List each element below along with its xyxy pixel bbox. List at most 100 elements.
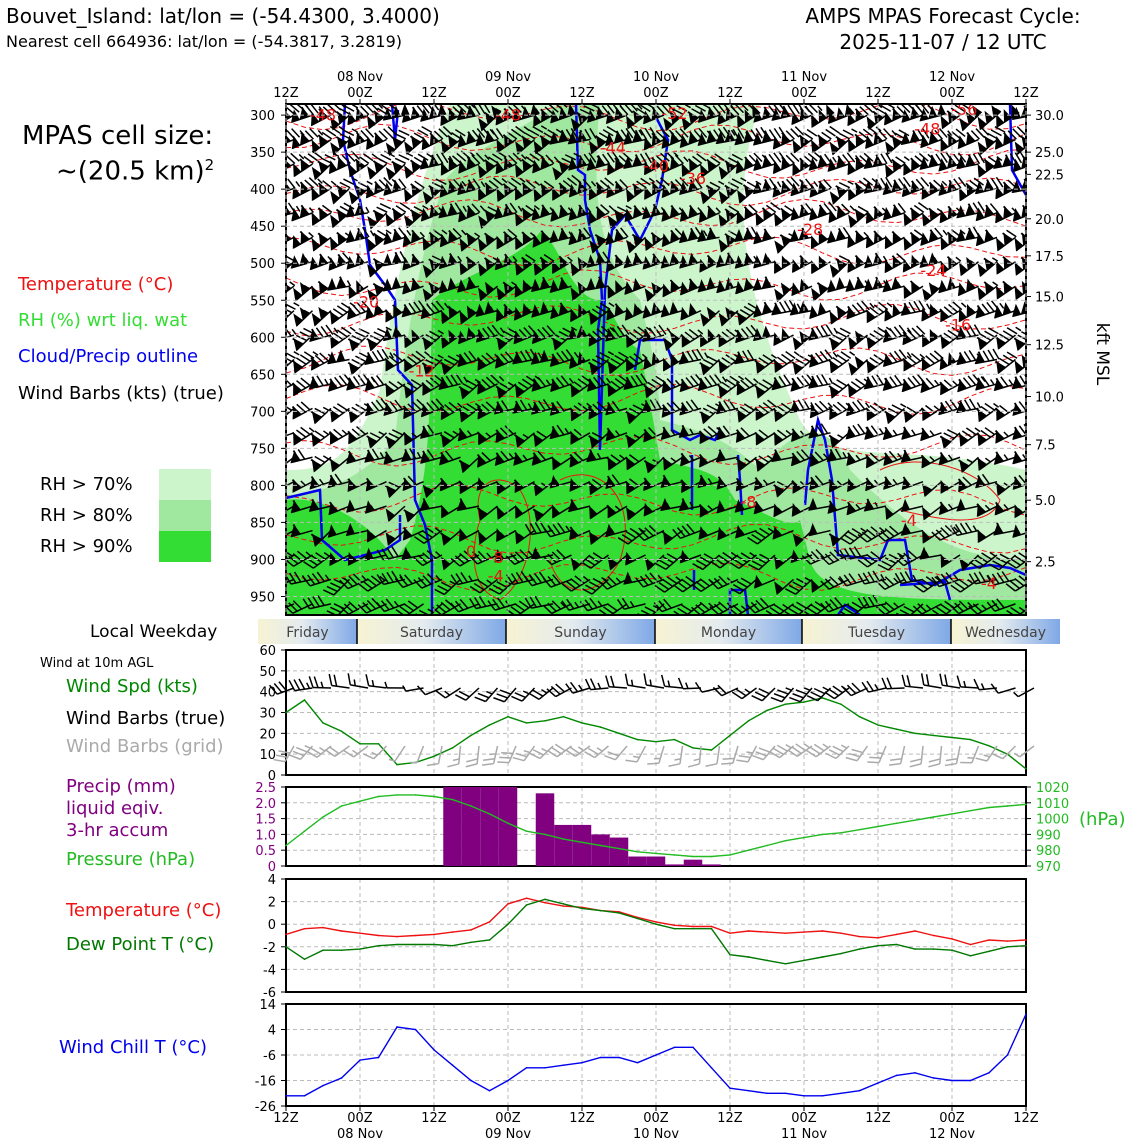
upper-air-wind-barb [328, 252, 351, 271]
barb-pennant [811, 114, 820, 128]
barb-full [512, 152, 522, 162]
barb-pennant [885, 164, 894, 178]
barb-full [698, 128, 708, 138]
upper-air-wind-barb [882, 202, 907, 221]
barb-full [317, 182, 329, 192]
barb-half [854, 154, 861, 161]
barb-pennant [348, 163, 358, 178]
barb-pennant [772, 160, 782, 174]
barb-pennant [818, 109, 828, 124]
barb-half [933, 405, 940, 411]
barb-half [952, 380, 958, 386]
barb-full [628, 104, 638, 112]
barb-full [790, 152, 800, 163]
barb-pennant [558, 106, 568, 121]
wind-barbs-grid-title: Wind Barbs (grid) [66, 736, 224, 757]
upper-air-wind-barb [532, 154, 560, 174]
barb-pennant [663, 117, 673, 131]
barb-pennant [753, 109, 763, 123]
barb-pennant [920, 134, 930, 149]
upper-air-wind-barb [993, 451, 1016, 465]
barb-full [358, 156, 370, 165]
barb-full [540, 108, 551, 118]
barb-pennant [827, 158, 837, 172]
barb-half [828, 377, 834, 384]
upper-air-wind-barb [441, 128, 466, 154]
cell-size-label: MPAS cell size: [22, 121, 214, 151]
barb-full [964, 399, 972, 411]
upper-air-wind-barb [772, 126, 805, 150]
barb-half [324, 378, 329, 385]
upper-air-wind-barb [885, 129, 910, 155]
barb-full [973, 324, 982, 336]
barb-pennant [441, 140, 451, 154]
barb-pennant [404, 165, 414, 179]
barb-pennant [365, 184, 375, 199]
barb-full [383, 128, 393, 138]
upper-air-wind-barb [901, 426, 924, 440]
upper-air-wind-barb [327, 276, 352, 291]
barb-half [637, 104, 643, 110]
upper-air-wind-barb [829, 305, 850, 325]
barb-pennant [478, 164, 488, 179]
barb-half [991, 257, 999, 262]
barb-full [661, 104, 671, 114]
barb-full [880, 153, 888, 165]
legend-rh: RH (%) wrt liq. wat [18, 310, 188, 331]
barb-full [597, 155, 606, 166]
barb-full [885, 152, 893, 164]
barb-half [683, 156, 689, 163]
barb-full [589, 127, 597, 139]
temp-contour-solid [879, 461, 1001, 521]
barb-full [343, 178, 355, 185]
upper-air-wind-barb [994, 302, 1016, 319]
barb-full [601, 153, 611, 165]
barb-full [698, 104, 710, 109]
barb-pennant [811, 287, 821, 302]
barb-full [687, 158, 699, 167]
barb-full [491, 129, 500, 140]
barb-half [900, 403, 907, 408]
barb-full [411, 106, 421, 117]
barb-full [625, 127, 634, 139]
barb-half [520, 154, 527, 160]
barb-staff [286, 187, 295, 196]
barb-full [524, 132, 536, 140]
barb-half [480, 181, 486, 188]
barb-full [467, 131, 476, 142]
legend-temperature: Temperature (°C) [18, 274, 174, 295]
cloud-outline-segment [286, 488, 402, 562]
upper-air-wind-barb [456, 104, 491, 121]
barb-full [651, 132, 661, 142]
barb-half [553, 156, 560, 163]
barb-full [327, 104, 337, 113]
barb-full [588, 152, 597, 163]
barb-pennant [270, 504, 282, 517]
upper-air-wind-barb [848, 355, 869, 376]
barb-full [854, 108, 865, 118]
barb-full [825, 128, 836, 137]
upper-air-wind-barb [938, 152, 967, 172]
upper-air-wind-barb [478, 150, 507, 179]
barb-full [472, 178, 481, 189]
barb-full [644, 127, 653, 139]
barb-half [1003, 454, 1009, 461]
barb-half [833, 327, 838, 334]
upper-air-wind-barb [293, 150, 323, 178]
barb-full [798, 134, 810, 143]
barb-pennant [496, 188, 506, 202]
barb-full [440, 152, 449, 164]
barb-half [366, 180, 373, 185]
upper-air-wind-barb [439, 178, 467, 198]
barb-full [355, 131, 365, 142]
barb-half [942, 229, 948, 236]
barb-full [611, 151, 620, 162]
barb-pennant [792, 259, 801, 273]
barb-half [555, 128, 562, 134]
barb-full [398, 129, 410, 137]
barb-pennant [270, 458, 282, 471]
barb-full [346, 152, 356, 163]
barb-half [976, 402, 982, 409]
barb-full [634, 154, 643, 166]
barb-half [817, 105, 823, 112]
